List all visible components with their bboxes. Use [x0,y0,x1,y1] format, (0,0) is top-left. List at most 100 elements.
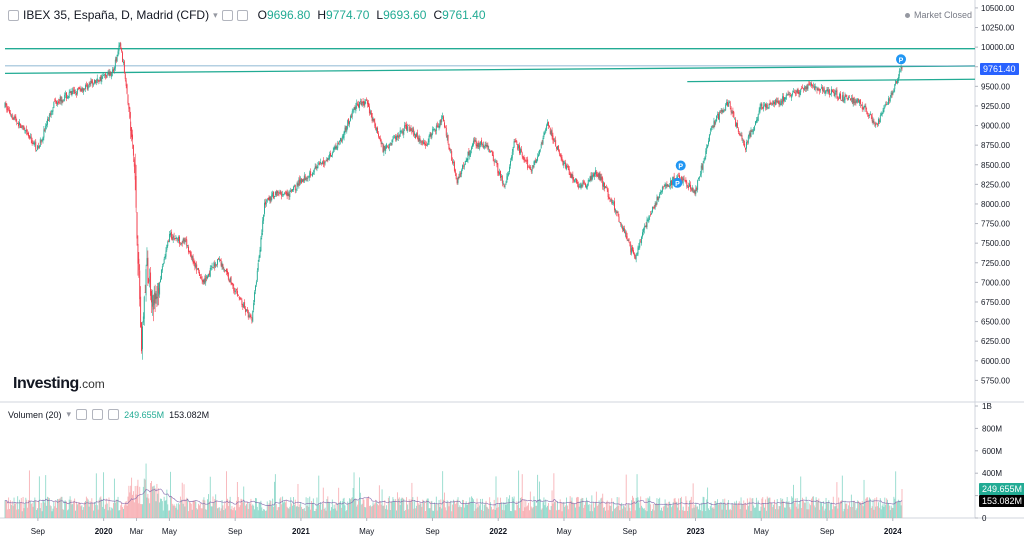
candle-body[interactable] [811,83,813,86]
volume-bar[interactable] [166,489,168,518]
volume-bar[interactable] [534,501,536,518]
candle-body[interactable] [896,81,898,83]
candle-body[interactable] [451,151,453,161]
candle-body[interactable] [473,139,475,142]
volume-bar[interactable] [614,508,616,518]
candle-body[interactable] [525,160,527,162]
volume-bar[interactable] [177,509,179,518]
candle-body[interactable] [591,175,593,180]
volume-bar[interactable] [424,501,426,518]
volume-bar[interactable] [737,503,739,518]
volume-bar[interactable] [406,497,407,518]
candle-body[interactable] [66,96,68,99]
volume-bar[interactable] [127,496,129,518]
volume-bar[interactable] [513,496,515,518]
volume-bar[interactable] [205,509,207,518]
volume-bar[interactable] [451,511,453,518]
volume-bar[interactable] [93,510,95,518]
candle-body[interactable] [670,180,672,186]
volume-bar[interactable] [472,497,473,518]
candle-body[interactable] [300,179,302,183]
volume-bar[interactable] [163,496,165,518]
candle-body[interactable] [646,219,648,228]
candle-body[interactable] [551,130,553,137]
candle-body[interactable] [558,150,560,154]
candle-body[interactable] [729,102,731,107]
volume-bar[interactable] [541,508,543,518]
volume-bar[interactable] [241,499,243,518]
candle-body[interactable] [315,166,317,169]
volume-bar[interactable] [511,496,513,518]
candle-body[interactable] [465,160,467,163]
candle-body[interactable] [890,92,892,98]
volume-bar[interactable] [53,501,55,518]
candle-body[interactable] [498,171,500,175]
volume-bar[interactable] [788,501,790,518]
volume-bar[interactable] [584,504,586,518]
candle-body[interactable] [770,103,772,105]
candle-body[interactable] [302,179,303,182]
volume-bar[interactable] [593,502,595,518]
volume-bar[interactable] [59,498,61,518]
candle-body[interactable] [296,182,298,189]
volume-bar[interactable] [226,498,228,518]
candle-body[interactable] [316,167,318,169]
candle-body[interactable] [102,76,104,79]
candle-body[interactable] [757,114,759,121]
volume-bar[interactable] [28,470,30,518]
candle-body[interactable] [708,140,709,145]
candle-body[interactable] [387,147,389,148]
volume-bar[interactable] [132,494,133,518]
candle-body[interactable] [400,131,402,132]
candle-body[interactable] [371,113,373,122]
volume-bar[interactable] [39,508,41,518]
volume-bar[interactable] [753,505,755,518]
candle-body[interactable] [867,112,869,115]
candle-body[interactable] [878,120,880,122]
candle-body[interactable] [600,176,602,180]
volume-bar[interactable] [551,490,553,518]
volume-bar[interactable] [460,507,462,518]
volume-bar[interactable] [201,508,203,518]
volume-bar[interactable] [854,502,856,518]
candle-body[interactable] [122,52,124,63]
candle-body[interactable] [550,131,552,135]
candle-body[interactable] [804,87,806,89]
candle-body[interactable] [468,151,470,156]
volume-bar[interactable] [859,502,860,518]
candle-body[interactable] [810,84,812,86]
candle-body[interactable] [190,254,192,259]
volume-bar[interactable] [574,503,576,518]
candle-body[interactable] [357,104,359,105]
candle-body[interactable] [873,121,875,123]
candle-body[interactable] [16,121,18,123]
candle-body[interactable] [788,93,790,95]
volume-bar[interactable] [418,504,420,518]
candle-body[interactable] [595,171,597,176]
candle-body[interactable] [376,127,378,132]
volume-bar[interactable] [767,498,769,518]
candle-body[interactable] [217,259,218,265]
candle-body[interactable] [22,125,24,127]
volume-bar[interactable] [235,510,237,518]
candle-body[interactable] [766,104,768,108]
candle-body[interactable] [668,185,670,187]
volume-bar[interactable] [849,502,851,518]
volume-bar[interactable] [832,496,834,518]
volume-bar[interactable] [860,504,862,518]
candle-body[interactable] [808,83,810,85]
candle-body[interactable] [98,80,100,82]
candle-body[interactable] [784,97,785,101]
volume-bar[interactable] [462,499,464,518]
volume-bar[interactable] [579,501,581,518]
volume-bar[interactable] [780,498,782,518]
candle-body[interactable] [347,120,349,128]
volume-bar[interactable] [722,499,724,518]
candle-body[interactable] [74,89,76,94]
candle-body[interactable] [425,143,426,146]
candle-body[interactable] [656,197,658,205]
candle-body[interactable] [619,222,621,224]
candle-body[interactable] [274,191,276,196]
volume-bar[interactable] [254,509,256,518]
candle-body[interactable] [118,45,120,52]
